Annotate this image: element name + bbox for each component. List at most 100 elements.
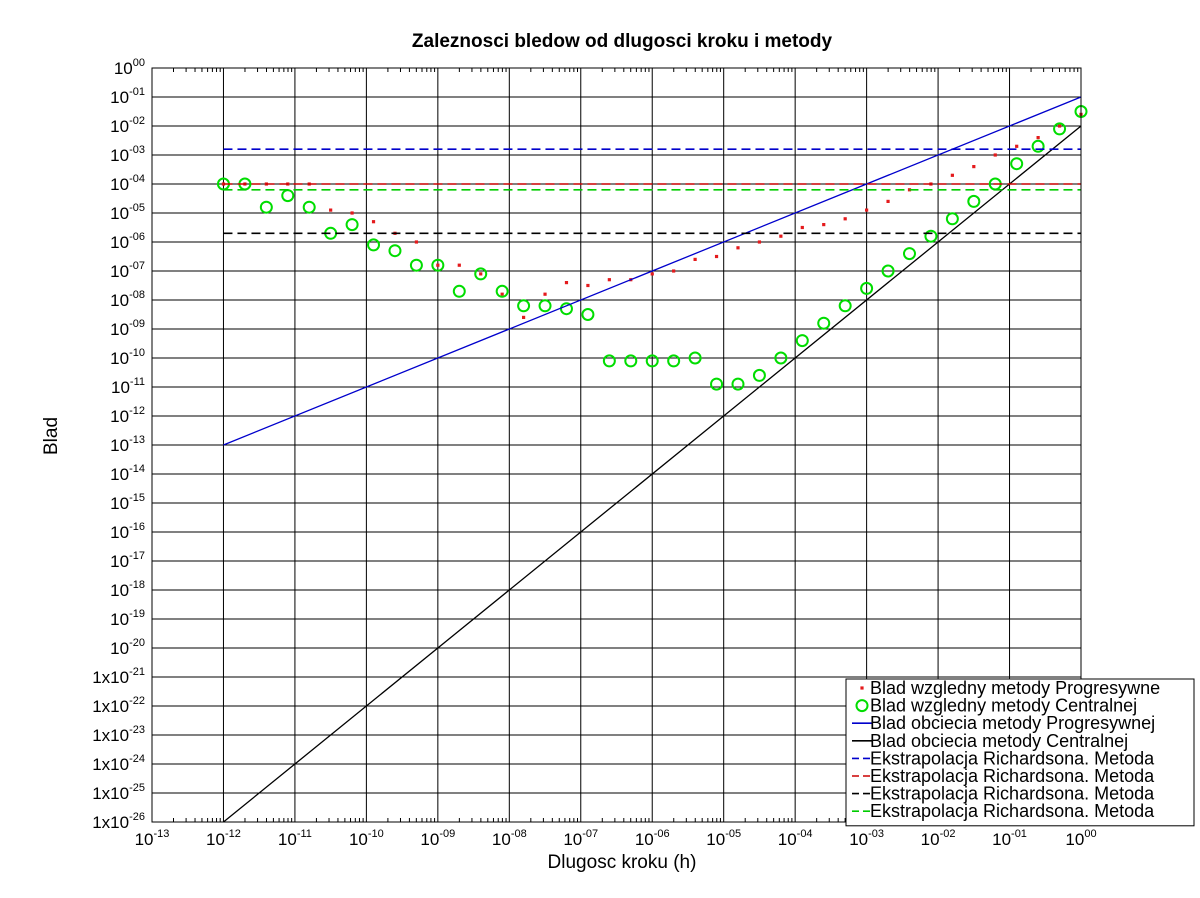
data-point (693, 257, 697, 261)
data-point (752, 368, 766, 382)
y-tick-label: 10-12 (110, 405, 145, 426)
x-tick-label: 10-08 (492, 828, 527, 849)
data-point (822, 223, 826, 227)
legend-entry: Blad obciecia metody Centralnej (870, 731, 1128, 751)
x-tick-label: 10-07 (563, 828, 598, 849)
y-tick-label: 1000 (114, 57, 145, 78)
data-point (795, 334, 809, 348)
y-tick-label: 10-01 (110, 86, 145, 107)
y-tick-label: 10-17 (110, 550, 145, 571)
data-point (1015, 144, 1019, 148)
data-point (431, 258, 445, 272)
y-tick-label: 1x10-23 (92, 724, 145, 745)
legend-entry: Ekstrapolacja Richardsona. Metoda (870, 784, 1155, 804)
y-tick-label: 10-02 (110, 115, 145, 136)
data-point (436, 263, 440, 267)
data-point (624, 354, 638, 368)
data-point (967, 194, 981, 208)
data-point (367, 238, 381, 252)
data-point (457, 263, 461, 267)
data-point (495, 284, 509, 298)
data-point (945, 212, 959, 226)
data-point (667, 354, 681, 368)
series-1 (216, 105, 1088, 391)
y-tick-label: 10-05 (110, 202, 145, 223)
data-point (517, 299, 531, 313)
x-tick-label: 10-01 (992, 828, 1027, 849)
data-point (302, 200, 316, 214)
data-point (779, 234, 783, 238)
y-tick-label: 10-14 (110, 463, 145, 484)
legend-entry: Blad obciecia metody Progresywnej (870, 713, 1155, 733)
data-point (650, 272, 654, 276)
data-point (388, 244, 402, 258)
data-point (860, 281, 874, 295)
x-tick-label: 10-02 (921, 828, 956, 849)
data-point (672, 269, 676, 273)
data-point (345, 218, 359, 232)
data-point (843, 217, 847, 221)
legend-swatch (855, 699, 869, 713)
data-point (602, 354, 616, 368)
x-tick-label: 10-12 (206, 828, 241, 849)
y-tick-label: 10-13 (110, 434, 145, 455)
data-point (1031, 139, 1045, 153)
x-tick-label: 10-11 (278, 828, 312, 849)
data-point (329, 208, 333, 212)
series-line (223, 125, 1082, 823)
legend-box (845, 678, 1195, 827)
data-point (522, 315, 526, 319)
chart-title: Zaleznosci bledow od dlugosci kroku i me… (412, 31, 833, 52)
plot-frame (151, 67, 1082, 823)
data-point (731, 377, 745, 391)
data-point (474, 267, 488, 281)
y-tick-label: 10-19 (110, 608, 145, 629)
y-tick-label: 1x10-26 (92, 811, 145, 832)
data-point (414, 240, 419, 244)
x-axis-label: Dlugosc kroku (h) (548, 852, 697, 873)
data-point (371, 220, 376, 224)
y-tick-label: 10-10 (110, 347, 145, 368)
y-tick-label: 1x10-25 (92, 782, 145, 803)
y-tick-label: 10-04 (110, 173, 145, 194)
data-point (972, 165, 976, 169)
data-point (993, 153, 997, 157)
data-point (865, 208, 869, 212)
series-3 (223, 125, 1082, 823)
series-layer (216, 96, 1088, 823)
data-point (710, 377, 724, 391)
y-tick-label: 10-20 (110, 637, 145, 658)
data-point (350, 211, 354, 215)
data-point (581, 308, 595, 321)
x-tick-labels: 10-13 10-12 10-11 10-10 10-09 10-08 10-07 10-06… (135, 828, 1097, 849)
y-tick-label: 1x10-24 (92, 753, 145, 774)
data-point (886, 199, 890, 203)
y-tick-label: 10-07 (110, 260, 145, 281)
data-point (500, 292, 504, 296)
y-tick-label: 1x10-21 (92, 666, 145, 687)
data-point (881, 264, 895, 278)
x-tick-label: 10-09 (420, 828, 455, 849)
data-point (1010, 157, 1024, 171)
legend-entry: Ekstrapolacja Richardsona. Metoda (870, 766, 1155, 786)
data-point (586, 283, 590, 288)
data-point (281, 189, 295, 203)
x-tick-label: 10-13 (135, 828, 170, 849)
y-tick-label: 10-15 (110, 492, 145, 513)
data-point (714, 254, 719, 259)
data-point (543, 292, 547, 296)
data-point (902, 247, 916, 261)
y-tick-label: 10-09 (110, 318, 145, 339)
data-point (688, 351, 702, 365)
data-point (800, 225, 804, 230)
data-point (1036, 136, 1040, 140)
data-point (607, 278, 611, 282)
y-tick-label: 1x10-22 (92, 695, 145, 716)
data-point (950, 173, 954, 177)
data-point (259, 200, 273, 214)
data-point (452, 284, 466, 298)
legend-entry: Blad wzgledny metody Centralnej (870, 696, 1137, 716)
x-tick-label: 10-03 (849, 828, 884, 849)
